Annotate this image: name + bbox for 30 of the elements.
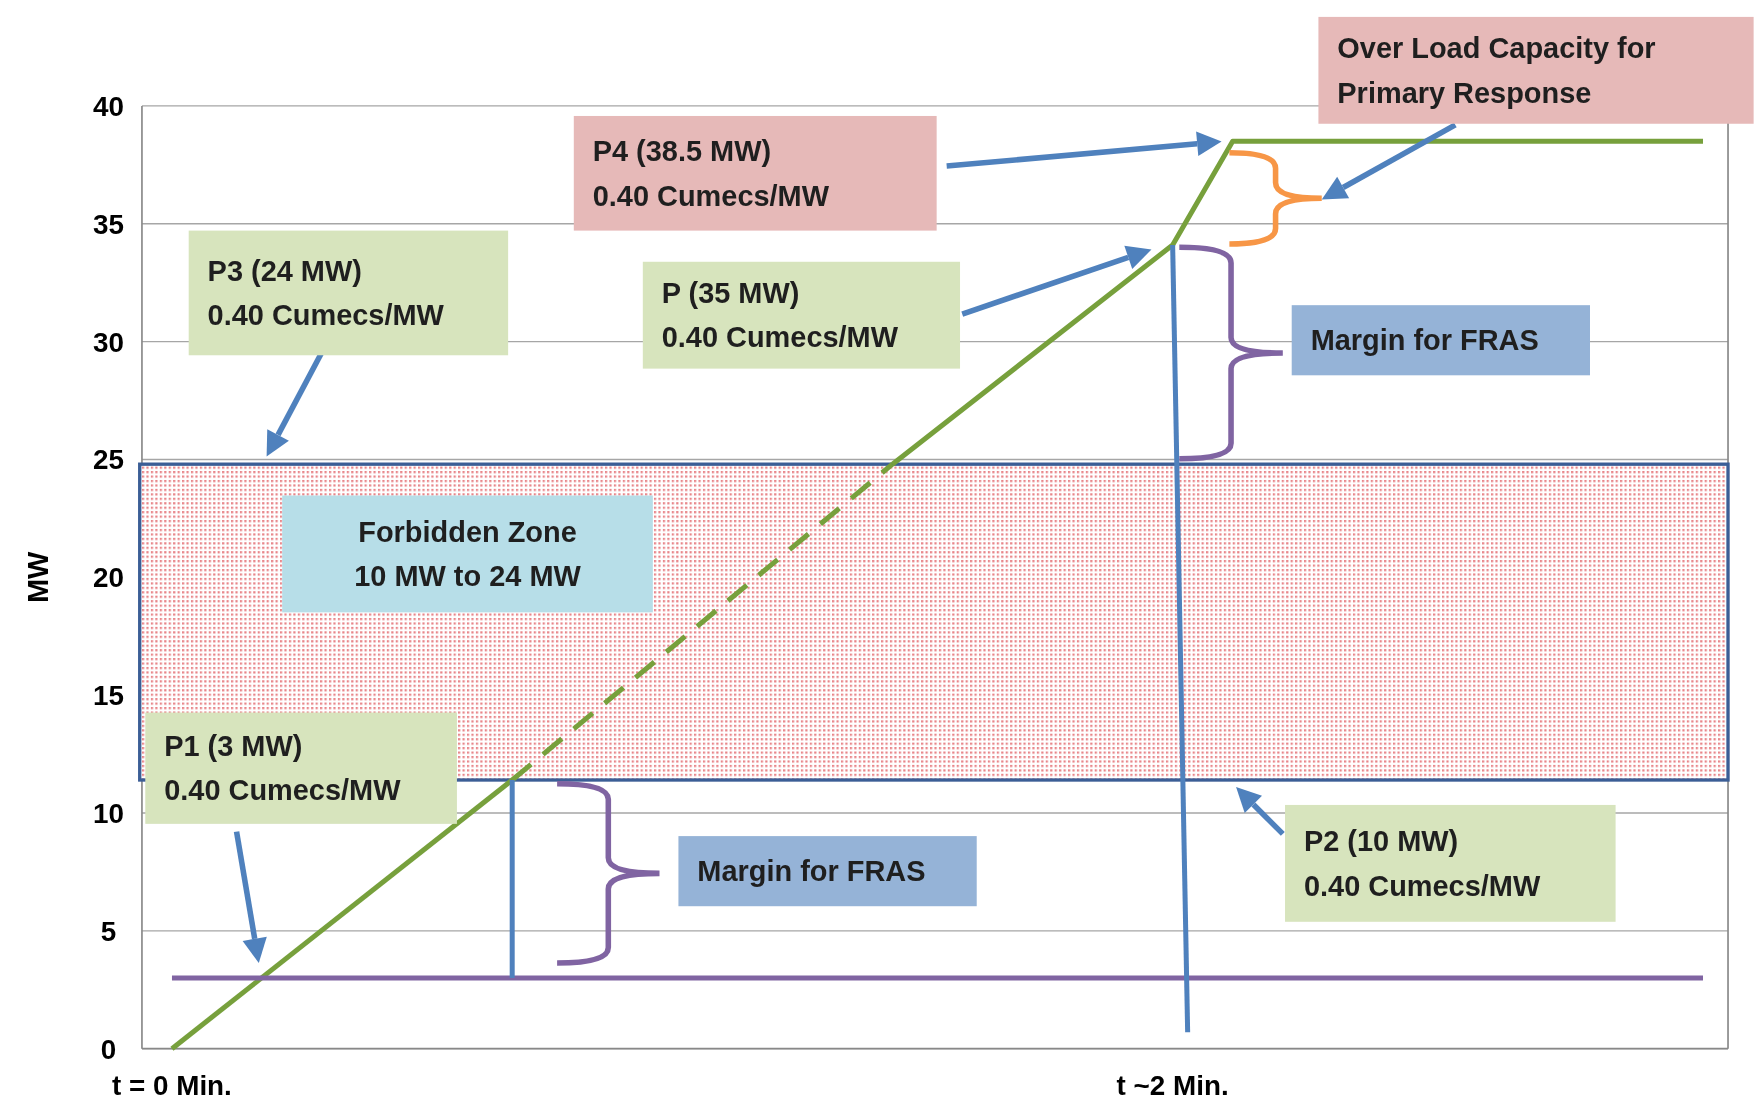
callout: P1 (3 MW) 0.40 Cumecs/MW (145, 712, 457, 824)
callout: P (35 MW) 0.40 Cumecs/MW (642, 261, 961, 369)
y-tick-label: 30 (93, 326, 125, 358)
y-tick-label: 10 (93, 798, 125, 830)
y-tick-label: 40 (93, 90, 125, 122)
y-tick-label: 0 (100, 1033, 117, 1065)
callout: Forbidden Zone 10 MW to 24 MW (282, 495, 653, 613)
annotation: Margin for FRAS (1310, 324, 1539, 357)
annotation: Over Load Capacity for Primary Response (1337, 32, 1656, 109)
y-tick-label: 25 (93, 444, 125, 476)
band-label: Forbidden Zone 10 MW to 24 MW (354, 515, 582, 593)
callout: P2 (10 MW) 0.40 Cumecs/MW (1285, 804, 1616, 922)
y-tick-label: 15 (93, 680, 125, 712)
callout: Margin for FRAS (1291, 305, 1590, 376)
annotation: P (35 MW) 0.40 Cumecs/MW (661, 276, 899, 354)
annotation: P4 (38.5 MW) 0.40 Cumecs/MW (592, 135, 830, 212)
annotation: P2 (10 MW) 0.40 Cumecs/MW (1303, 825, 1541, 902)
callout: P3 (24 MW) 0.40 Cumecs/MW (188, 230, 509, 356)
callout: Margin for FRAS (678, 836, 977, 907)
annotation: P1 (3 MW) 0.40 Cumecs/MW (164, 729, 402, 807)
y-axis-title: MW (22, 550, 55, 604)
callout: P4 (38.5 MW) 0.40 Cumecs/MW (573, 115, 937, 231)
callout: Over Load Capacity for Primary Response (1318, 16, 1754, 124)
y-tick-label: 5 (100, 915, 117, 947)
annotation: Margin for FRAS (697, 855, 926, 888)
x-tick-label: t ~2 Min. (1116, 1070, 1229, 1102)
x-tick-label: t = 0 Min. (112, 1070, 232, 1102)
annotation: P3 (24 MW) 0.40 Cumecs/MW (207, 254, 445, 332)
y-tick-label: 35 (93, 208, 125, 240)
y-tick-label: 20 (93, 562, 125, 594)
